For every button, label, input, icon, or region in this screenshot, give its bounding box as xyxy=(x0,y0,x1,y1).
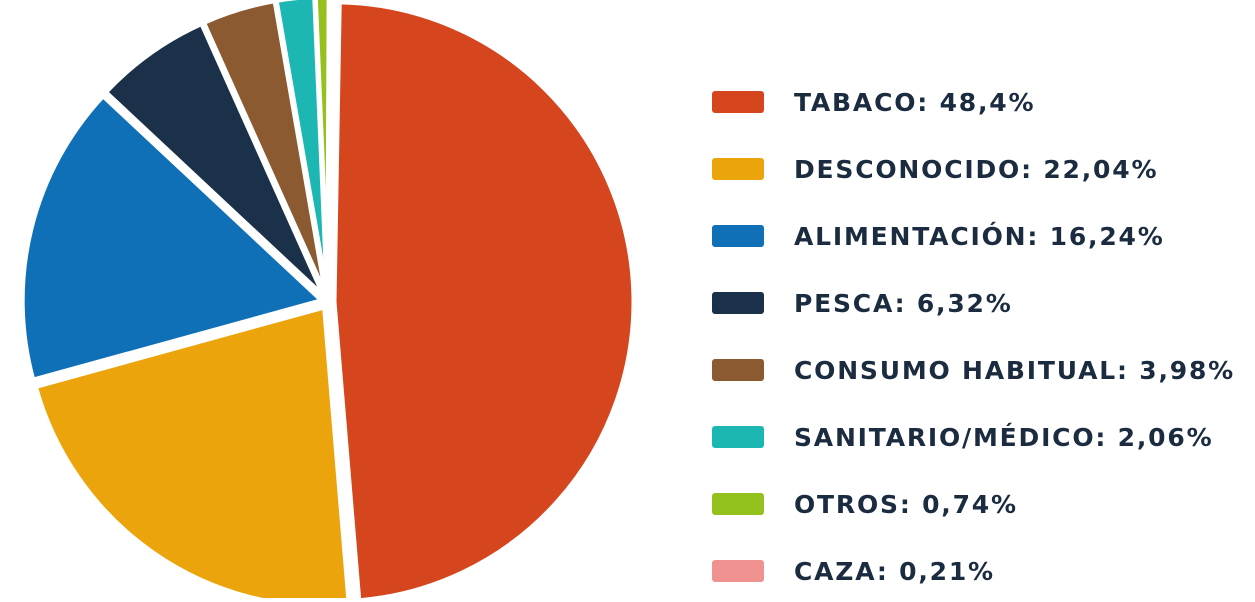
legend-swatch-6 xyxy=(712,493,764,515)
legend-swatch-7 xyxy=(712,560,764,582)
pie-slice-2 xyxy=(19,93,325,383)
legend-label-4: CONSUMO HABITUAL: 3,98% xyxy=(794,356,1235,385)
pie-slice-1 xyxy=(32,304,352,602)
legend: TABACO: 48,4% DESCONOCIDO: 22,04% ALIMENTA… xyxy=(712,88,1235,586)
legend-label-5: SANITARIO/MÉDICO: 2,06% xyxy=(794,423,1213,452)
pie-slice-5 xyxy=(273,0,330,299)
legend-label-0: TABACO: 48,4% xyxy=(794,88,1035,117)
legend-swatch-2 xyxy=(712,225,764,247)
legend-label-6: OTROS: 0,74% xyxy=(794,490,1018,519)
legend-label-1: DESCONOCIDO: 22,04% xyxy=(794,155,1158,184)
legend-label-7: CAZA: 0,21% xyxy=(794,557,995,586)
legend-label-2: ALIMENTACIÓN: 16,24% xyxy=(794,221,1165,251)
legend-swatch-0 xyxy=(712,91,764,113)
pie-slice-3 xyxy=(102,20,328,300)
legend-swatch-4 xyxy=(712,359,764,381)
legend-label-3: PESCA: 6,32% xyxy=(794,289,1013,318)
pie-slices xyxy=(19,0,637,602)
legend-swatch-3 xyxy=(712,292,764,314)
legend-swatch-1 xyxy=(712,158,764,180)
legend-swatch-5 xyxy=(712,426,764,448)
pie-slice-6 xyxy=(312,0,332,299)
pie-slice-7 xyxy=(325,0,336,299)
pie-slice-0 xyxy=(331,0,637,602)
